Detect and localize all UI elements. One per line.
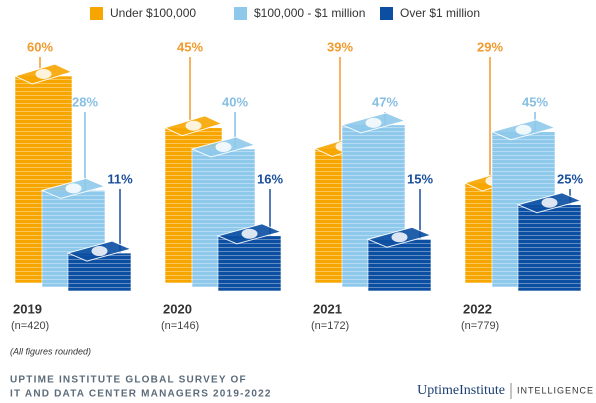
- year-label: 2021: [313, 301, 342, 316]
- data-label: 60%: [27, 39, 53, 54]
- data-label: 16%: [257, 171, 283, 186]
- money-icon: [241, 228, 258, 239]
- data-label: 40%: [222, 94, 248, 109]
- money-icon: [365, 117, 382, 128]
- legend-label: Under $100,000: [110, 6, 196, 20]
- data-label: 15%: [407, 171, 433, 186]
- bar: [517, 204, 582, 292]
- year-label: 2019: [13, 301, 42, 316]
- legend-label: $100,000 - $1 million: [254, 6, 365, 20]
- money-icon: [35, 69, 52, 79]
- legend-swatch: [234, 7, 247, 20]
- bar: [367, 238, 432, 292]
- legend-swatch: [90, 7, 103, 20]
- legend-label: Over $1 million: [400, 6, 480, 20]
- data-label: 45%: [177, 39, 203, 54]
- money-icon: [391, 232, 408, 243]
- money-icon: [185, 120, 202, 131]
- money-icon: [515, 124, 532, 135]
- data-label: 47%: [372, 94, 398, 109]
- legend-swatch: [380, 7, 393, 20]
- bar: [67, 252, 132, 292]
- source-line: UPTIME INSTITUTE GLOBAL SURVEY OF: [10, 375, 247, 386]
- money-icon: [65, 183, 82, 194]
- data-label: 45%: [522, 94, 548, 109]
- data-label: 11%: [107, 171, 133, 186]
- bar: [217, 235, 282, 292]
- data-label: 25%: [557, 171, 583, 186]
- footnote: (All figures rounded): [10, 346, 91, 356]
- data-label: 29%: [477, 39, 503, 54]
- sample-size: (n=420): [11, 320, 49, 332]
- data-label: 28%: [72, 94, 98, 109]
- logo-product: INTELLIGENCE: [517, 385, 594, 395]
- year-label: 2020: [163, 301, 192, 316]
- logo-brand: UptimeInstitute: [417, 383, 505, 398]
- data-label: 39%: [327, 39, 353, 54]
- money-icon: [91, 246, 108, 257]
- sample-size: (n=172): [311, 320, 349, 332]
- sample-size: (n=146): [161, 320, 199, 332]
- money-icon: [541, 197, 558, 208]
- year-label: 2022: [463, 301, 492, 316]
- money-icon: [215, 142, 232, 152]
- sample-size: (n=779): [461, 320, 499, 332]
- source-line: IT AND DATA CENTER MANAGERS 2019-2022: [10, 389, 272, 400]
